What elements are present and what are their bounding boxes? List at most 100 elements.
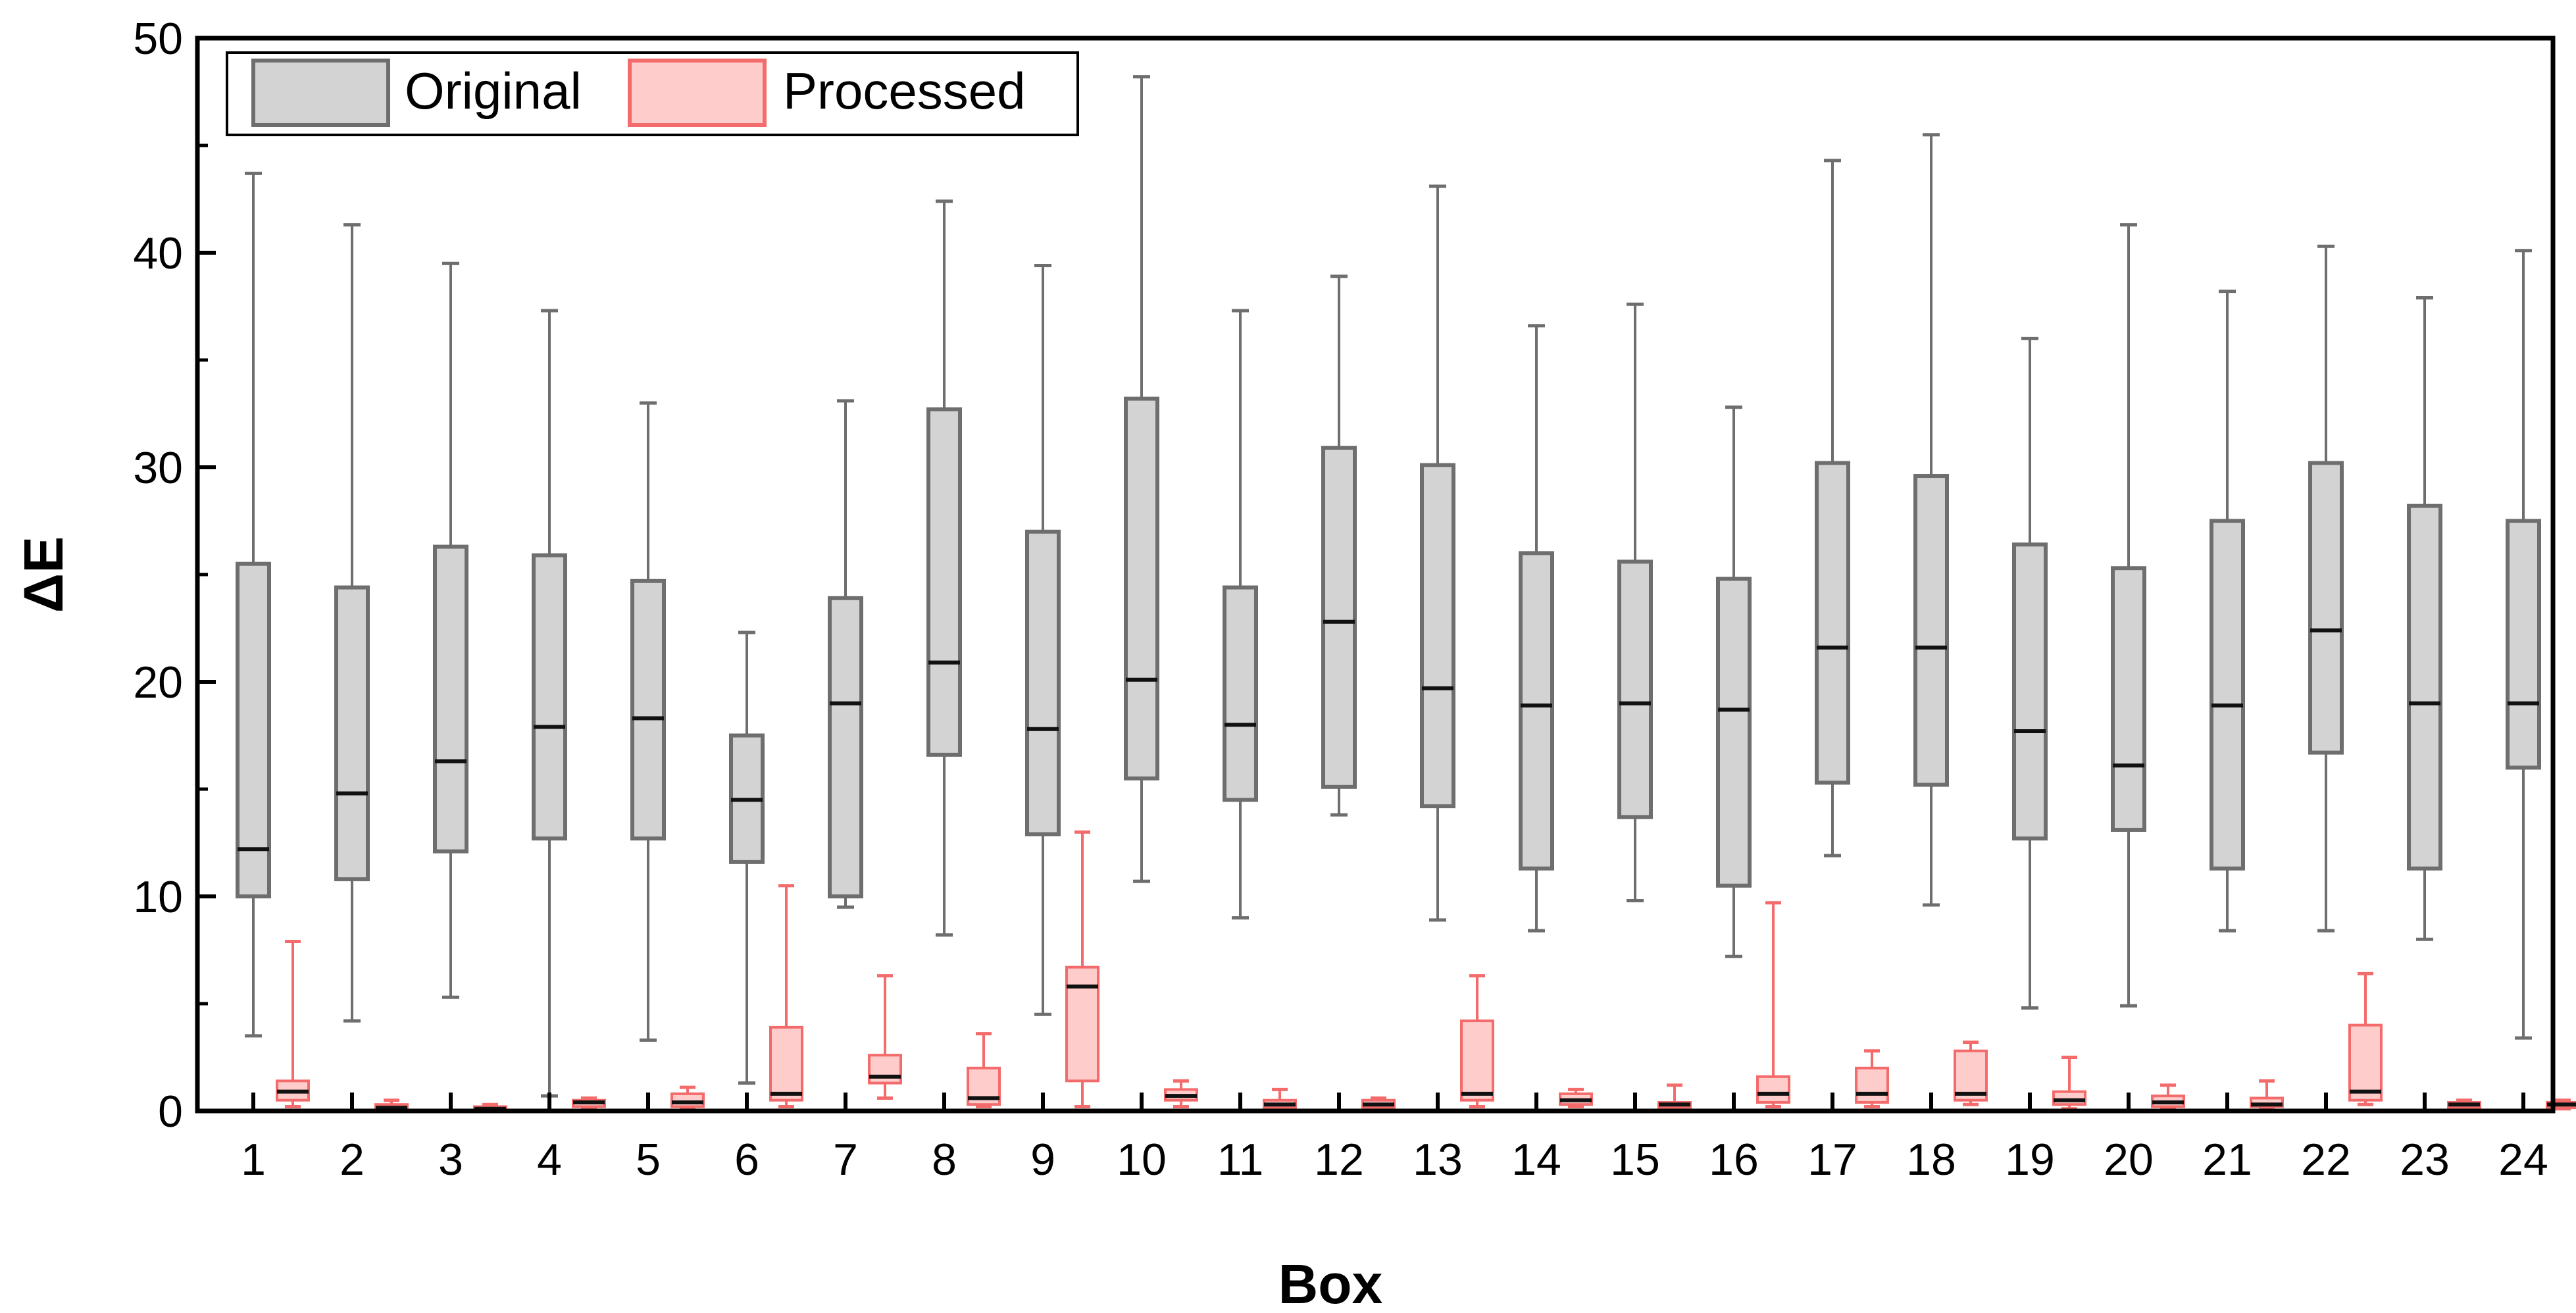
legend-swatch-processed — [628, 59, 767, 127]
original-iqr-box — [433, 544, 468, 854]
original-box-18 — [1913, 133, 1949, 907]
original-box-8 — [926, 199, 962, 937]
original-box-14 — [1519, 324, 1554, 933]
original-iqr-box — [532, 553, 567, 840]
x-tick-label: 9 — [1030, 1135, 1055, 1185]
y-tick-label: 40 — [133, 228, 183, 278]
original-iqr-box — [1124, 396, 1159, 781]
processed-box-12 — [1361, 1096, 1396, 1111]
processed-box-7 — [868, 974, 902, 1100]
x-tick-label: 11 — [1217, 1135, 1264, 1185]
processed-iqr-box — [868, 1054, 902, 1085]
processed-box-6 — [769, 884, 803, 1108]
original-iqr-box — [1716, 577, 1752, 888]
processed-box-14 — [1559, 1087, 1593, 1108]
original-box-6 — [729, 631, 765, 1085]
x-tick-label: 15 — [1610, 1135, 1660, 1185]
legend-label-processed: Processed — [783, 62, 1026, 120]
processed-box-20 — [2151, 1083, 2185, 1111]
x-tick-label: 19 — [2005, 1135, 2055, 1185]
original-box-2 — [334, 223, 370, 1023]
processed-iqr-box — [2348, 1023, 2383, 1102]
original-box-1 — [236, 171, 271, 1038]
original-iqr-box — [1519, 551, 1554, 871]
legend-swatch-original — [251, 59, 390, 127]
original-box-9 — [1025, 264, 1061, 1016]
x-tick-label: 2 — [340, 1135, 365, 1185]
x-tick-label: 24 — [2498, 1135, 2548, 1185]
original-box-13 — [1420, 184, 1455, 922]
original-iqr-box — [236, 561, 271, 898]
x-tick-label: 22 — [2301, 1135, 2351, 1185]
original-iqr-box — [1025, 529, 1061, 837]
original-iqr-box — [926, 407, 962, 757]
original-iqr-box — [630, 579, 666, 840]
original-box-7 — [828, 399, 863, 909]
processed-box-8 — [967, 1032, 1001, 1108]
processed-box-13 — [1460, 974, 1494, 1108]
x-tick-label: 14 — [1511, 1135, 1561, 1185]
processed-box-22 — [2348, 971, 2383, 1106]
processed-iqr-box — [670, 1092, 705, 1108]
original-box-21 — [2210, 290, 2245, 933]
original-iqr-box — [2111, 566, 2146, 832]
original-iqr-box — [1223, 585, 1258, 802]
y-tick-label: 50 — [133, 14, 183, 64]
original-box-24 — [2506, 249, 2541, 1040]
original-box-12 — [1321, 274, 1357, 817]
x-tick-label: 21 — [2202, 1135, 2252, 1185]
original-iqr-box — [1321, 446, 1357, 789]
processed-iqr-box — [769, 1025, 803, 1102]
original-box-15 — [1617, 302, 1653, 903]
original-box-3 — [433, 261, 468, 999]
x-tick-label: 8 — [932, 1135, 957, 1185]
x-tick-label: 7 — [833, 1135, 858, 1185]
processed-box-10 — [1164, 1079, 1198, 1108]
original-iqr-box — [2506, 519, 2541, 770]
processed-box-9 — [1065, 830, 1099, 1108]
processed-iqr-box — [1460, 1019, 1494, 1102]
original-iqr-box — [828, 596, 863, 898]
processed-iqr-box — [1855, 1066, 1889, 1104]
y-tick-label: 20 — [133, 657, 183, 708]
processed-box-1 — [276, 939, 310, 1108]
x-tick-label: 1 — [241, 1135, 266, 1185]
original-box-19 — [2012, 336, 2048, 1010]
x-tick-label: 10 — [1117, 1135, 1167, 1185]
processed-box-16 — [1756, 901, 1790, 1108]
original-iqr-box — [1617, 559, 1653, 819]
original-box-5 — [630, 401, 666, 1042]
original-box-17 — [1815, 159, 1850, 858]
original-box-20 — [2111, 223, 2146, 1008]
plot-area — [236, 75, 2576, 1113]
original-iqr-box — [2012, 542, 2048, 840]
original-box-23 — [2407, 296, 2442, 941]
processed-box-19 — [2052, 1056, 2086, 1111]
original-iqr-box — [2308, 461, 2344, 755]
processed-box-18 — [1954, 1041, 1988, 1106]
y-axis-title: ΔE — [13, 536, 74, 613]
x-tick-label: 12 — [1314, 1135, 1364, 1185]
original-iqr-box — [1815, 461, 1850, 785]
original-box-22 — [2308, 244, 2344, 933]
original-box-4 — [532, 309, 567, 1098]
x-axis-title: Box — [1278, 1253, 1383, 1313]
y-tick-label: 0 — [158, 1087, 183, 1137]
original-iqr-box — [2407, 503, 2442, 871]
x-tick-label: 3 — [438, 1135, 463, 1185]
original-box-11 — [1223, 309, 1258, 920]
processed-box-5 — [670, 1085, 705, 1111]
processed-iqr-box — [2052, 1090, 2086, 1106]
original-iqr-box — [1420, 463, 1455, 809]
processed-iqr-box — [1756, 1075, 1790, 1104]
x-tick-label: 5 — [636, 1135, 661, 1185]
legend: Original Processed — [226, 51, 1079, 136]
processed-box-17 — [1855, 1049, 1889, 1108]
x-tick-label: 6 — [734, 1135, 759, 1185]
legend-label-original: Original — [405, 62, 582, 120]
x-tick-label: 13 — [1413, 1135, 1463, 1185]
x-tick-label: 17 — [1807, 1135, 1857, 1185]
original-iqr-box — [2210, 519, 2245, 871]
